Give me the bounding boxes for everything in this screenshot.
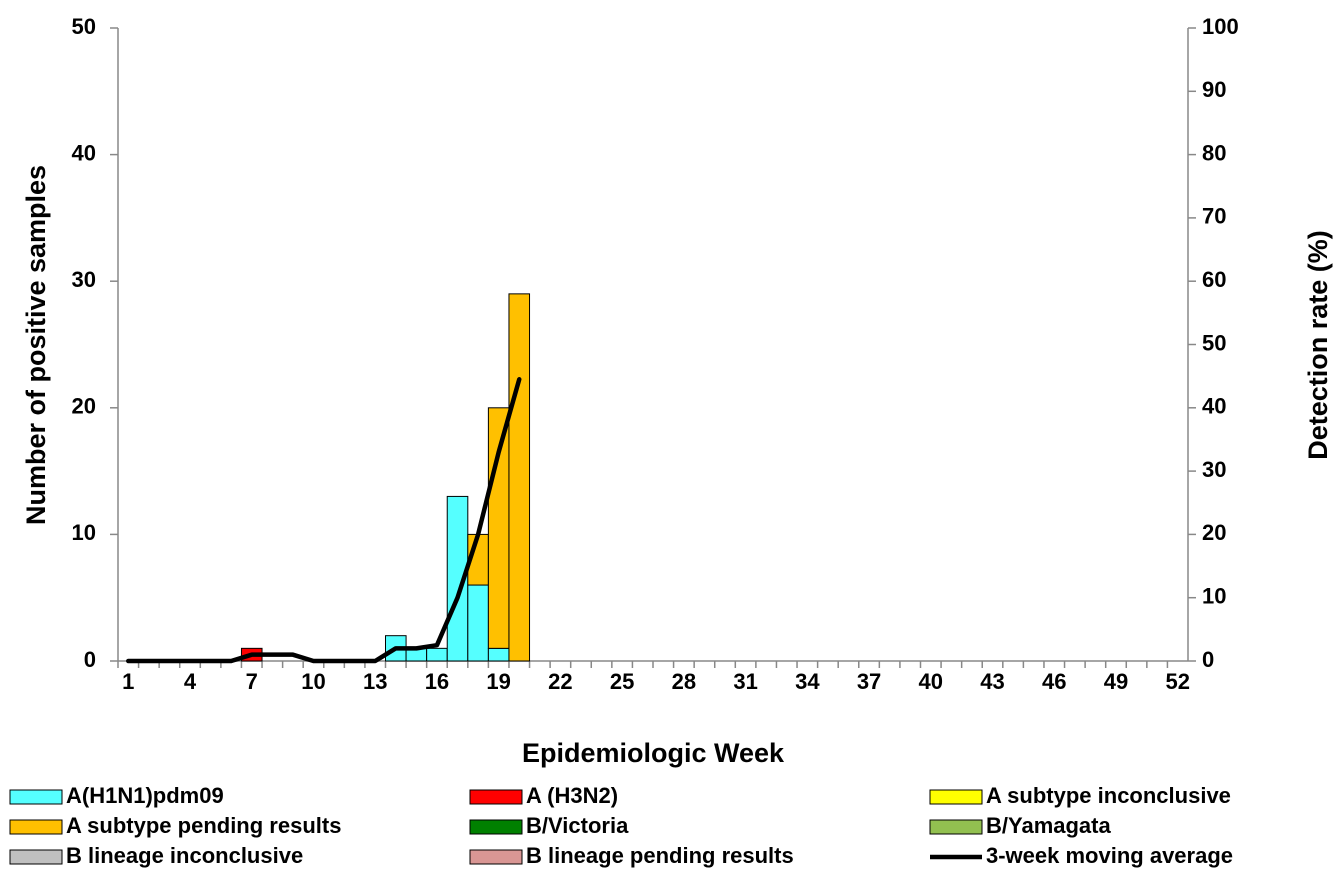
y-tick-label: 30 <box>72 267 96 292</box>
legend-swatch <box>9 849 63 865</box>
x-tick-label: 4 <box>184 669 197 694</box>
bar-segment <box>508 293 531 662</box>
x-tick-label: 40 <box>919 669 943 694</box>
x-tick-label: 1 <box>122 669 134 694</box>
y2-tick-label: 100 <box>1202 14 1239 39</box>
x-tick-label: 46 <box>1042 669 1066 694</box>
y-tick-label: 10 <box>72 520 96 545</box>
legend-swatch <box>9 819 63 835</box>
legend-swatch <box>929 819 983 835</box>
y2-tick-label: 20 <box>1202 520 1226 545</box>
legend-label: B lineage pending results <box>526 843 794 868</box>
y2-axis-title: Detection rate (%) <box>1303 230 1333 460</box>
x-tick-label: 16 <box>425 669 449 694</box>
y-tick-label: 20 <box>72 394 96 419</box>
y-axis-title: Number of positive samples <box>21 165 51 525</box>
x-tick-label: 31 <box>733 669 757 694</box>
x-tick-label: 22 <box>548 669 572 694</box>
bar-segment <box>487 647 510 662</box>
y-tick-label: 0 <box>84 647 96 672</box>
legend-swatch <box>469 849 523 865</box>
legend-label: A subtype pending results <box>66 813 341 838</box>
x-tick-label: 13 <box>363 669 387 694</box>
x-tick-label: 43 <box>980 669 1004 694</box>
x-tick-label: 19 <box>486 669 510 694</box>
y2-tick-label: 80 <box>1202 140 1226 165</box>
y2-tick-label: 90 <box>1202 77 1226 102</box>
x-tick-label: 7 <box>246 669 258 694</box>
legend-swatch <box>9 789 63 805</box>
legend-swatch <box>929 789 983 805</box>
legend-swatch <box>469 789 523 805</box>
legend-label: B/Victoria <box>526 813 629 838</box>
x-tick-label: 37 <box>857 669 881 694</box>
y2-tick-label: 60 <box>1202 267 1226 292</box>
y2-tick-label: 50 <box>1202 330 1226 355</box>
x-axis-title: Epidemiologic Week <box>522 738 785 768</box>
x-tick-label: 28 <box>672 669 696 694</box>
y-tick-label: 50 <box>72 14 96 39</box>
y2-tick-label: 40 <box>1202 394 1226 419</box>
y-tick-label: 40 <box>72 140 96 165</box>
y2-tick-label: 10 <box>1202 584 1226 609</box>
legend-swatch <box>469 819 523 835</box>
legend-label: B lineage inconclusive <box>66 843 303 868</box>
legend-label: A subtype inconclusive <box>986 783 1231 808</box>
bar-segment <box>467 584 489 662</box>
x-tick-label: 34 <box>795 669 820 694</box>
legend-label: A(H1N1)pdm09 <box>66 783 224 808</box>
legend-label: A (H3N2) <box>526 783 618 808</box>
legend-label: 3-week moving average <box>986 843 1233 868</box>
y2-tick-label: 0 <box>1202 647 1214 672</box>
y2-tick-label: 30 <box>1202 457 1226 482</box>
line <box>126 377 522 664</box>
x-tick-label: 49 <box>1104 669 1128 694</box>
y2-tick-label: 70 <box>1202 204 1226 229</box>
x-tick-label: 52 <box>1165 669 1189 694</box>
x-tick-label: 10 <box>301 669 325 694</box>
bar-segment <box>426 647 448 662</box>
x-tick-label: 25 <box>610 669 634 694</box>
legend-label: B/Yamagata <box>986 813 1111 838</box>
